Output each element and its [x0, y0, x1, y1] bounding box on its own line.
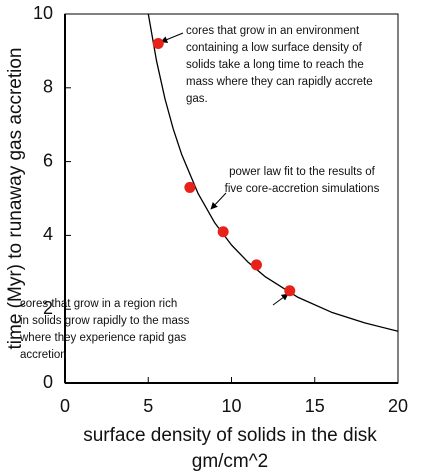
y-tick-label: 8	[43, 77, 53, 97]
data-point	[217, 226, 229, 238]
annotation: cores that grow in a region rich	[20, 298, 177, 310]
x-tick-label: 5	[143, 396, 153, 416]
data-point	[152, 38, 164, 50]
annotation: where they experience rapid gas	[19, 332, 186, 344]
arrow	[210, 192, 227, 210]
data-point	[250, 259, 262, 271]
y-tick-label: 6	[43, 150, 53, 170]
y-tick-label: 2	[43, 298, 53, 318]
annotation: power law fit to the results of	[229, 166, 376, 178]
annotation: five core-accretion simulations	[225, 183, 380, 195]
y-tick-label: 0	[43, 372, 53, 392]
y-axis-label: time (Myr) to runaway gas accretion	[5, 48, 26, 350]
annotation: cores that grow in an environment	[186, 25, 360, 37]
annotation: gas.	[186, 93, 208, 105]
annotation: mass where they can rapidly accrete	[186, 76, 373, 88]
x-tick-label: 15	[305, 396, 325, 416]
x-tick-label: 0	[60, 396, 70, 416]
x-tick-label: 20	[388, 396, 408, 416]
x-axis-label: surface density of solids in the disk	[83, 425, 377, 446]
arrow	[272, 293, 289, 306]
x-axis-label: gm/cm^2	[192, 451, 268, 472]
annotation: containing a low surface density of	[186, 42, 363, 54]
data-point	[284, 285, 296, 297]
y-tick-label: 4	[43, 224, 53, 244]
arrow	[160, 32, 184, 43]
y-tick-label: 10	[33, 3, 53, 23]
x-tick-label: 10	[221, 396, 241, 416]
annotation: solids take a long time to reach the	[186, 59, 364, 71]
annotation: accretion	[20, 349, 67, 361]
annotation: in solids grow rapidly to the mass	[20, 315, 190, 327]
data-point	[184, 181, 196, 193]
